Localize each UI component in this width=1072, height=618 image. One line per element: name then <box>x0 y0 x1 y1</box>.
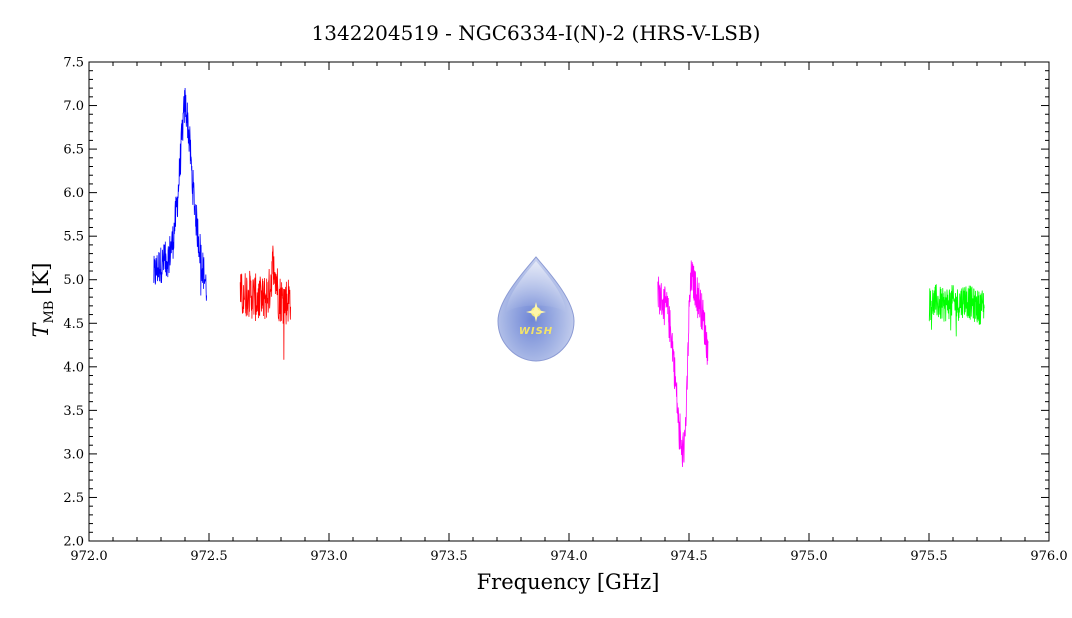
y-tick-label: 3.5 <box>63 404 84 419</box>
series-line-1 <box>239 245 291 360</box>
y-tick-label: 3.0 <box>63 447 84 462</box>
y-tick-label: 4.0 <box>63 360 84 375</box>
y-tick-label: 7.0 <box>63 99 84 114</box>
x-axis-label: Frequency [GHz] <box>477 570 660 594</box>
y-tick-label: 6.5 <box>63 143 84 158</box>
series-layer <box>153 88 985 468</box>
y-tick-label: 2.5 <box>63 491 84 506</box>
x-tick-label: 972.0 <box>70 549 107 564</box>
y-axis-label-unit: [K] <box>29 263 53 295</box>
y-axis-label: TMB [K] <box>29 263 57 338</box>
series-line-2 <box>657 260 709 468</box>
y-tick-label: 4.5 <box>63 317 84 332</box>
y-tick-label: 7.5 <box>63 56 84 71</box>
y-tick-label: 5.5 <box>63 230 84 245</box>
x-tick-label: 975.0 <box>790 549 827 564</box>
y-tick-label: 2.0 <box>63 535 84 550</box>
x-axis: 972.0 972.5 973.0 973.5 974.0 974.5 975.0 975.5… <box>70 62 1068 564</box>
series-line-0 <box>153 88 207 301</box>
x-tick-label: 973.5 <box>430 549 467 564</box>
x-tick-label: 975.5 <box>910 549 947 564</box>
x-tick-label: 974.0 <box>550 549 587 564</box>
x-tick-label: 972.5 <box>190 549 227 564</box>
wish-star-icon <box>526 302 546 322</box>
x-tick-label: 973.0 <box>310 549 347 564</box>
y-tick-label: 5.0 <box>63 273 84 288</box>
series-line-3 <box>928 283 985 337</box>
y-axis-label-sub: MB <box>42 301 57 324</box>
wish-logo: WISH <box>497 256 575 362</box>
wish-logo-text: WISH <box>519 326 553 337</box>
y-axis: 2.0 2.5 3.0 3.5 4.0 4.5 5.0 5.5 6.0 6.5 7.0 7.5 <box>63 56 1049 550</box>
y-axis-label-main: T <box>29 321 53 337</box>
x-tick-label: 976.0 <box>1030 549 1067 564</box>
chart-title: 1342204519 - NGC6334-I(N)-2 (HRS-V-LSB) <box>312 21 761 45</box>
y-tick-label: 6.0 <box>63 186 84 201</box>
x-tick-label: 974.5 <box>670 549 707 564</box>
